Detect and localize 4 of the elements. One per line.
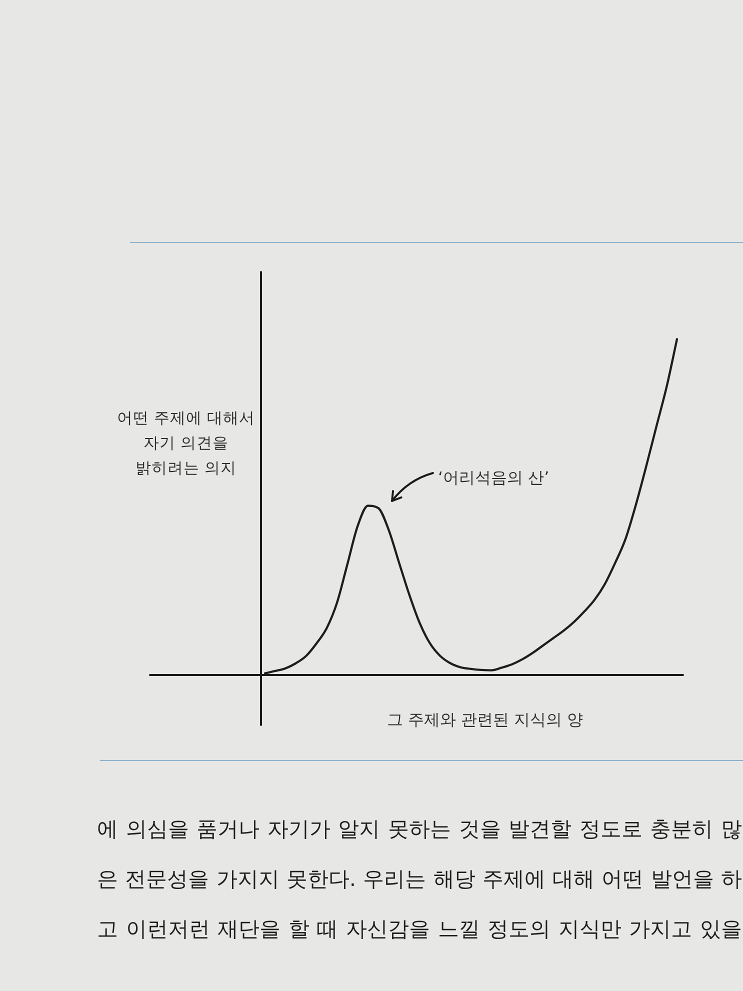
x-axis-title: 그 주제와 관련된 지식의 양 [386, 709, 584, 731]
annotation: ‘어리석음의 산’ [438, 468, 550, 488]
text: 에 의심을 품거나 자기가 알지 못하는 것을 발견할 정도로 충분히 많은 전문성을 가지지 못한다. 우리는 해당 주제에 대해 어떤 발언을 하고 이런저런 재단을 할 때 자신감을 느낄 정도의 지식만 가지고 있을 [97, 817, 742, 941]
y-axis-title: 어떤 주제에 대해서 자기 의견을 밝히려는 의지 [116, 408, 256, 479]
